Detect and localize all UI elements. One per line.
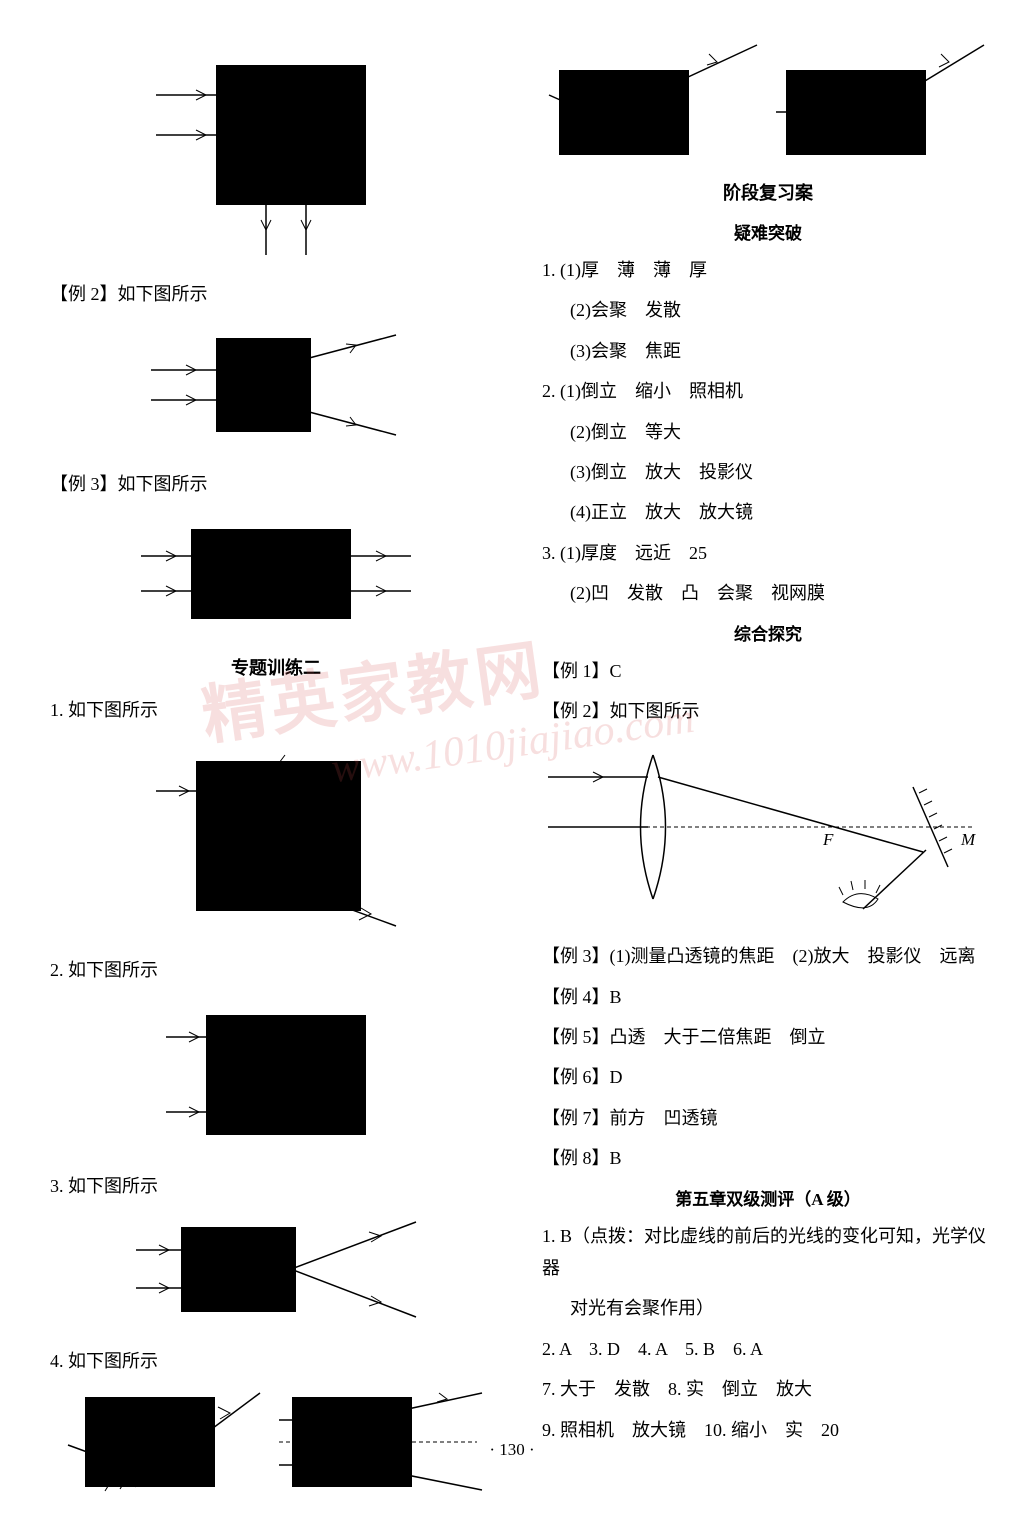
sub-difficulty: 疑难突破 — [542, 219, 994, 244]
q4-label: 4. 如下图所示 — [50, 1345, 502, 1377]
right-ex3: 【例 3】(1)测量凸透镜的焦距 (2)放大 投影仪 远离 — [542, 940, 994, 972]
answer-2-1: 2. (1)倒立 缩小 照相机 — [542, 375, 994, 407]
test-2-6: 2. A 3. D 4. A 5. B 6. A — [542, 1333, 994, 1365]
diagram-lens-mirror-eye: F M — [543, 737, 993, 922]
answer-1-2: (2)会聚 发散 — [542, 294, 994, 326]
label-F: F — [822, 830, 834, 849]
sub-explore: 综合探究 — [542, 620, 994, 645]
test-1b: 对光有会聚作用） — [542, 1292, 994, 1324]
page-number: · 130 · — [0, 1440, 1024, 1460]
answer-1-3: (3)会聚 焦距 — [542, 335, 994, 367]
q1-label: 1. 如下图所示 — [50, 694, 502, 726]
q2-label: 2. 如下图所示 — [50, 954, 502, 986]
right-top-figures — [542, 40, 994, 165]
right-ex8: 【例 8】B — [542, 1142, 994, 1174]
answer-1-1: 1. (1)厚 薄 薄 厚 — [542, 254, 994, 286]
diagram-train-2 — [161, 997, 391, 1152]
right-ex2: 【例 2】如下图所示 — [542, 695, 994, 727]
right-ex4: 【例 4】B — [542, 981, 994, 1013]
answer-2-3: (3)倒立 放大 投影仪 — [542, 456, 994, 488]
diagram-two-convex — [136, 511, 416, 636]
diagram-right-top-prism — [774, 40, 989, 165]
diagram-train-1 — [151, 736, 401, 936]
answer-2-4: (4)正立 放大 放大镜 — [542, 496, 994, 528]
answer-2-2: (2)倒立 等大 — [542, 416, 994, 448]
section-review-title: 阶段复习案 — [542, 179, 994, 205]
test-1: 1. B（点拨：对比虚线的前后的光线的变化可知，光学仪器 — [542, 1220, 994, 1285]
test-7-8: 7. 大于 发散 8. 实 倒立 放大 — [542, 1373, 994, 1405]
label-M: M — [960, 830, 976, 849]
right-ex1: 【例 1】C — [542, 655, 994, 687]
diagram-right-top-lens — [547, 40, 762, 165]
answer-3-2: (2)凹 发散 凸 会聚 视网膜 — [542, 577, 994, 609]
training-title: 专题训练二 — [50, 654, 502, 680]
right-ex5: 【例 5】凸透 大于二倍焦距 倒立 — [542, 1021, 994, 1053]
diagram-concave-lens — [146, 320, 406, 450]
left-column: 【例 2】如下图所示 【例 3】如下图所示 专题训练二 1. 如下图所示 — [50, 40, 527, 1500]
diagram-mirror-45 — [146, 50, 406, 260]
test-title: 第五章双级测评（A 级） — [542, 1185, 994, 1210]
right-ex7: 【例 7】前方 凹透镜 — [542, 1102, 994, 1134]
diagram-train-3 — [131, 1212, 421, 1327]
q3-label: 3. 如下图所示 — [50, 1170, 502, 1202]
example-2-label: 【例 2】如下图所示 — [50, 278, 502, 310]
right-column: 阶段复习案 疑难突破 1. (1)厚 薄 薄 厚 (2)会聚 发散 (3)会聚 … — [527, 40, 994, 1500]
page-container: 【例 2】如下图所示 【例 3】如下图所示 专题训练二 1. 如下图所示 — [0, 0, 1024, 1520]
right-ex6: 【例 6】D — [542, 1061, 994, 1093]
answer-3-1: 3. (1)厚度 远近 25 — [542, 537, 994, 569]
example-3-label: 【例 3】如下图所示 — [50, 468, 502, 500]
